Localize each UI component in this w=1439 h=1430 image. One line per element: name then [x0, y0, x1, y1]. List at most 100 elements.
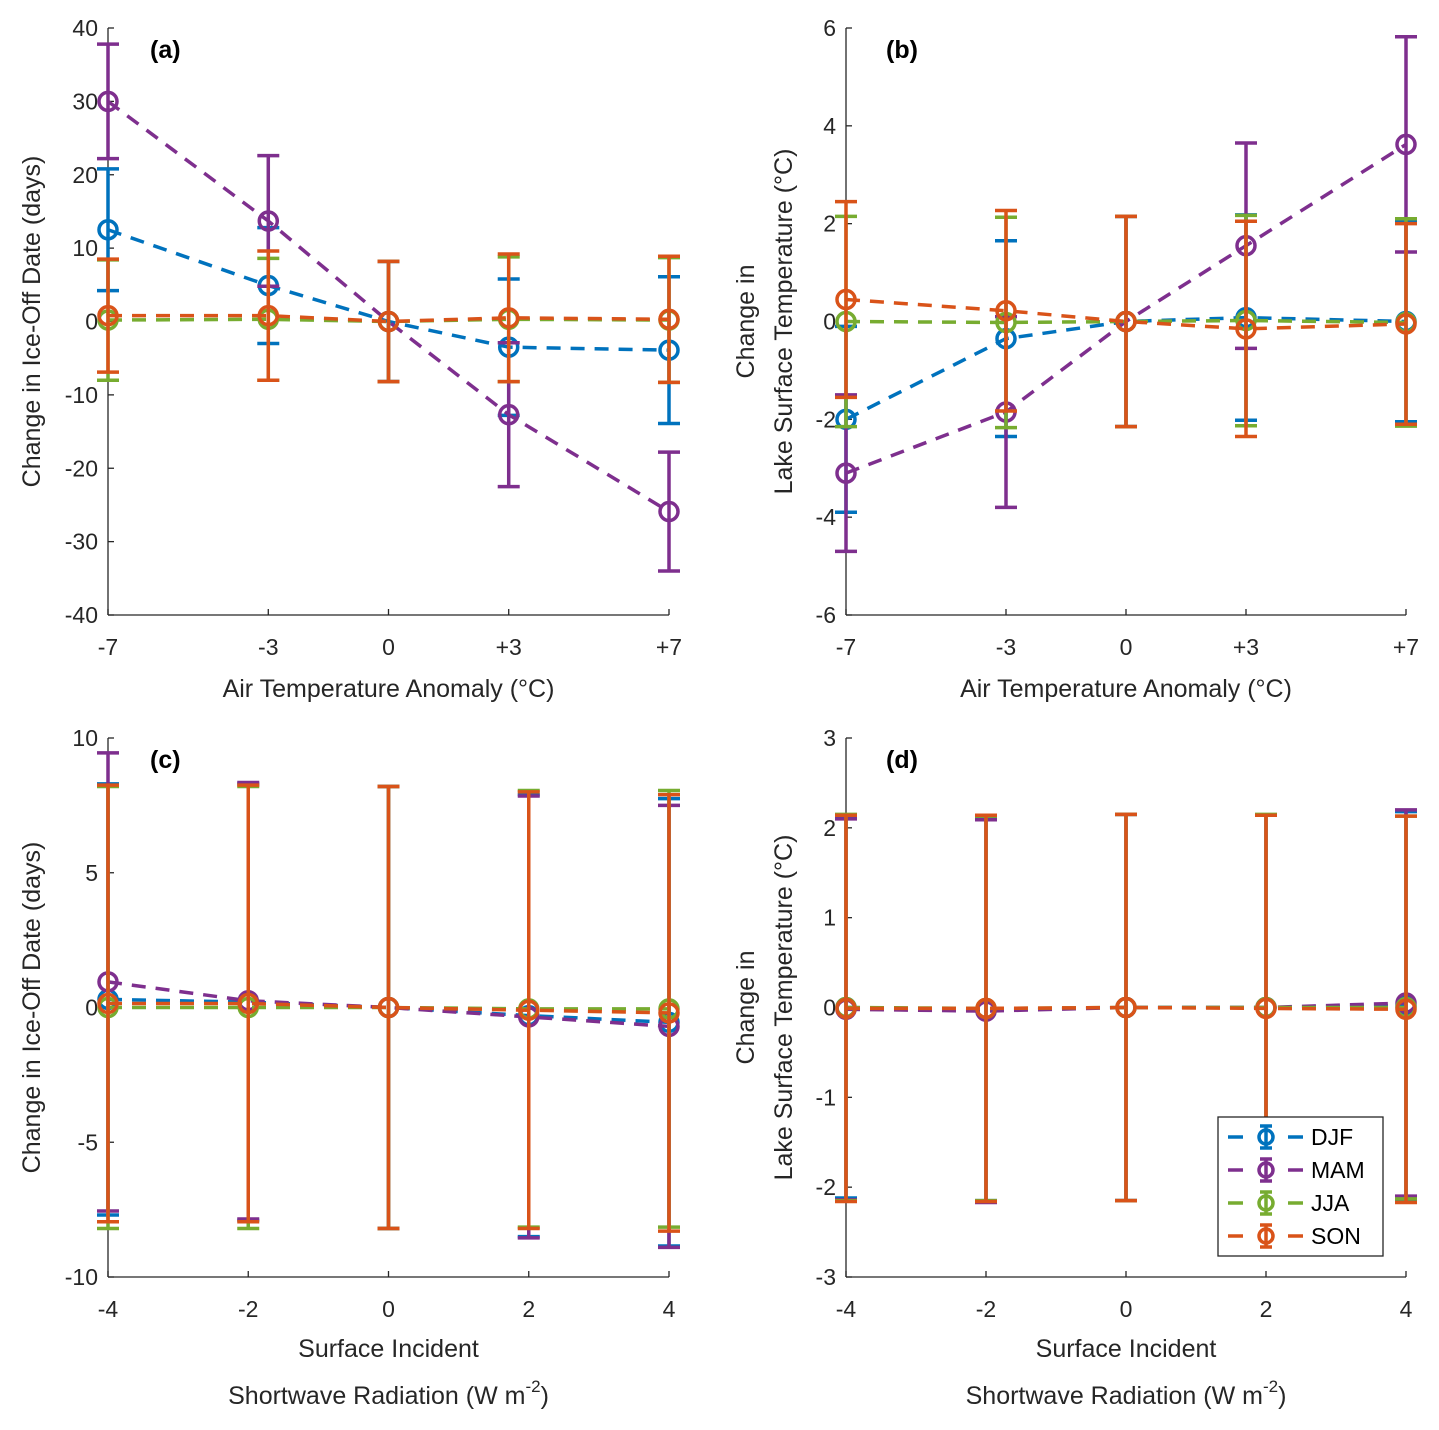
- data-point: [377, 996, 400, 1019]
- series-line: [106, 99, 670, 514]
- data-point: [835, 462, 857, 484]
- panel-label: (a): [150, 36, 181, 64]
- y-tick-label: 1: [823, 905, 836, 931]
- data-point: [835, 997, 857, 1020]
- y-tick-label: -6: [816, 602, 836, 628]
- y-axis-label-line2: Lake Surface Temperature (°C): [770, 835, 798, 1181]
- data-point: [377, 310, 400, 333]
- x-axis-label: Surface Incident: [298, 1335, 479, 1363]
- panel-label: (d): [886, 746, 918, 774]
- x-tick-label: +3: [496, 634, 522, 660]
- y-tick-label: -2: [816, 1174, 836, 1200]
- y-tick-label: -30: [65, 529, 98, 555]
- series-line: [108, 313, 670, 324]
- y-tick-label: 0: [85, 309, 98, 335]
- y-tick-label: 2: [823, 815, 836, 841]
- y-tick-label: 6: [823, 15, 836, 41]
- legend-label: SON: [1311, 1223, 1361, 1249]
- series-son: [835, 199, 1417, 439]
- x-tick-label: -2: [976, 1296, 996, 1322]
- legend-item-djf: DJF: [1228, 1124, 1353, 1150]
- series-line: [107, 980, 670, 1029]
- y-tick-label: -40: [65, 602, 98, 628]
- x-tick-label: 4: [1400, 1296, 1413, 1322]
- legend: DJF MAM JJA SON: [1217, 1116, 1384, 1257]
- x-axis-label: Air Temperature Anomaly (°C): [960, 675, 1292, 703]
- data-point: [1115, 310, 1137, 333]
- panel-c: -10 -5 0 5 10 -4 -2 0 2 4 Surface Incident Shortwav…: [18, 725, 680, 1410]
- x-tick-label: -7: [836, 634, 856, 660]
- x-axis-label-units: Shortwave Radiation (W m-2): [228, 1377, 549, 1410]
- y-axis-label: Change in: [732, 265, 760, 379]
- x-axis-label: Air Temperature Anomaly (°C): [223, 675, 555, 703]
- x-tick-label: -4: [836, 1296, 857, 1322]
- data-point: [975, 997, 997, 1020]
- y-tick-label: 30: [72, 88, 98, 114]
- y-tick-label: -1: [816, 1084, 836, 1110]
- x-tick-label: 2: [1260, 1296, 1273, 1322]
- series-line: [845, 297, 1407, 331]
- x-tick-label: -4: [98, 1296, 119, 1322]
- y-tick-label: -10: [65, 382, 98, 408]
- x-tick-label: 0: [382, 1296, 395, 1322]
- data-point: [257, 210, 280, 232]
- data-point: [1235, 318, 1257, 340]
- data-point: [1395, 313, 1417, 335]
- y-tick-label: 3: [823, 725, 836, 751]
- data-point: [518, 999, 540, 1021]
- series-line: [108, 1005, 669, 1011]
- x-tick-label: +7: [1393, 634, 1419, 660]
- y-tick-label: 0: [823, 995, 836, 1021]
- data-point: [237, 992, 259, 1015]
- x-tick-label: -7: [98, 634, 118, 660]
- y-tick-label: -5: [78, 1129, 98, 1155]
- x-axis-label: Surface Incident: [1036, 1335, 1217, 1363]
- legend-label: MAM: [1311, 1157, 1365, 1183]
- y-axis-label-line2: Lake Surface Temperature (°C): [770, 149, 798, 495]
- x-tick-label: -3: [258, 634, 278, 660]
- y-axis-label: Change in Ice-Off Date (days): [18, 156, 46, 488]
- series-son: [97, 249, 680, 385]
- panel-b: -6 -4 -2 0 2 4 6 -7 -3 0 +3 +7 Air Temperature Anoma…: [732, 15, 1419, 703]
- x-tick-label: -3: [996, 634, 1016, 660]
- y-tick-label: 40: [72, 15, 98, 41]
- x-tick-label: +7: [656, 634, 682, 660]
- y-axis-label: Change in Ice-Off Date (days): [18, 842, 46, 1174]
- series-line: [107, 997, 670, 1025]
- y-tick-label: 4: [823, 113, 836, 139]
- data-point: [1115, 996, 1137, 1019]
- y-tick-label: 2: [823, 211, 836, 237]
- data-point: [497, 403, 520, 426]
- data-point: [97, 992, 119, 1015]
- data-point: [497, 307, 520, 329]
- y-tick-label: 10: [72, 725, 98, 751]
- series-line: [846, 1005, 1407, 1012]
- series-son: [97, 783, 680, 1233]
- y-tick-label: -3: [816, 1264, 836, 1290]
- panel-d: -3 -2 -1 0 1 2 3 -4 -2 0 2 4 Surface Incident Shortwa…: [732, 725, 1417, 1410]
- y-tick-label: 0: [823, 309, 836, 335]
- series-line: [107, 317, 670, 324]
- data-point: [1395, 133, 1417, 156]
- panel-label: (b): [886, 36, 918, 64]
- legend-marker: [1257, 1227, 1275, 1245]
- legend-label: DJF: [1311, 1124, 1353, 1150]
- x-tick-label: 0: [1120, 634, 1133, 660]
- data-point: [1395, 998, 1417, 1021]
- data-point: [97, 304, 119, 327]
- x-axis-label-units: Shortwave Radiation (W m-2): [966, 1377, 1287, 1410]
- legend-item-jja: JJA: [1228, 1190, 1350, 1216]
- legend-marker: [1257, 1194, 1275, 1212]
- data-point: [97, 90, 119, 113]
- x-tick-label: 2: [522, 1296, 535, 1322]
- data-point: [257, 304, 280, 327]
- data-point: [658, 500, 680, 523]
- x-tick-label: 0: [382, 634, 395, 660]
- data-point: [835, 288, 857, 311]
- y-tick-label: -2: [816, 406, 836, 432]
- x-tick-label: 4: [663, 1296, 676, 1322]
- legend-marker: [1257, 1128, 1275, 1146]
- data-point: [995, 299, 1017, 322]
- legend-item-mam: MAM: [1228, 1157, 1365, 1183]
